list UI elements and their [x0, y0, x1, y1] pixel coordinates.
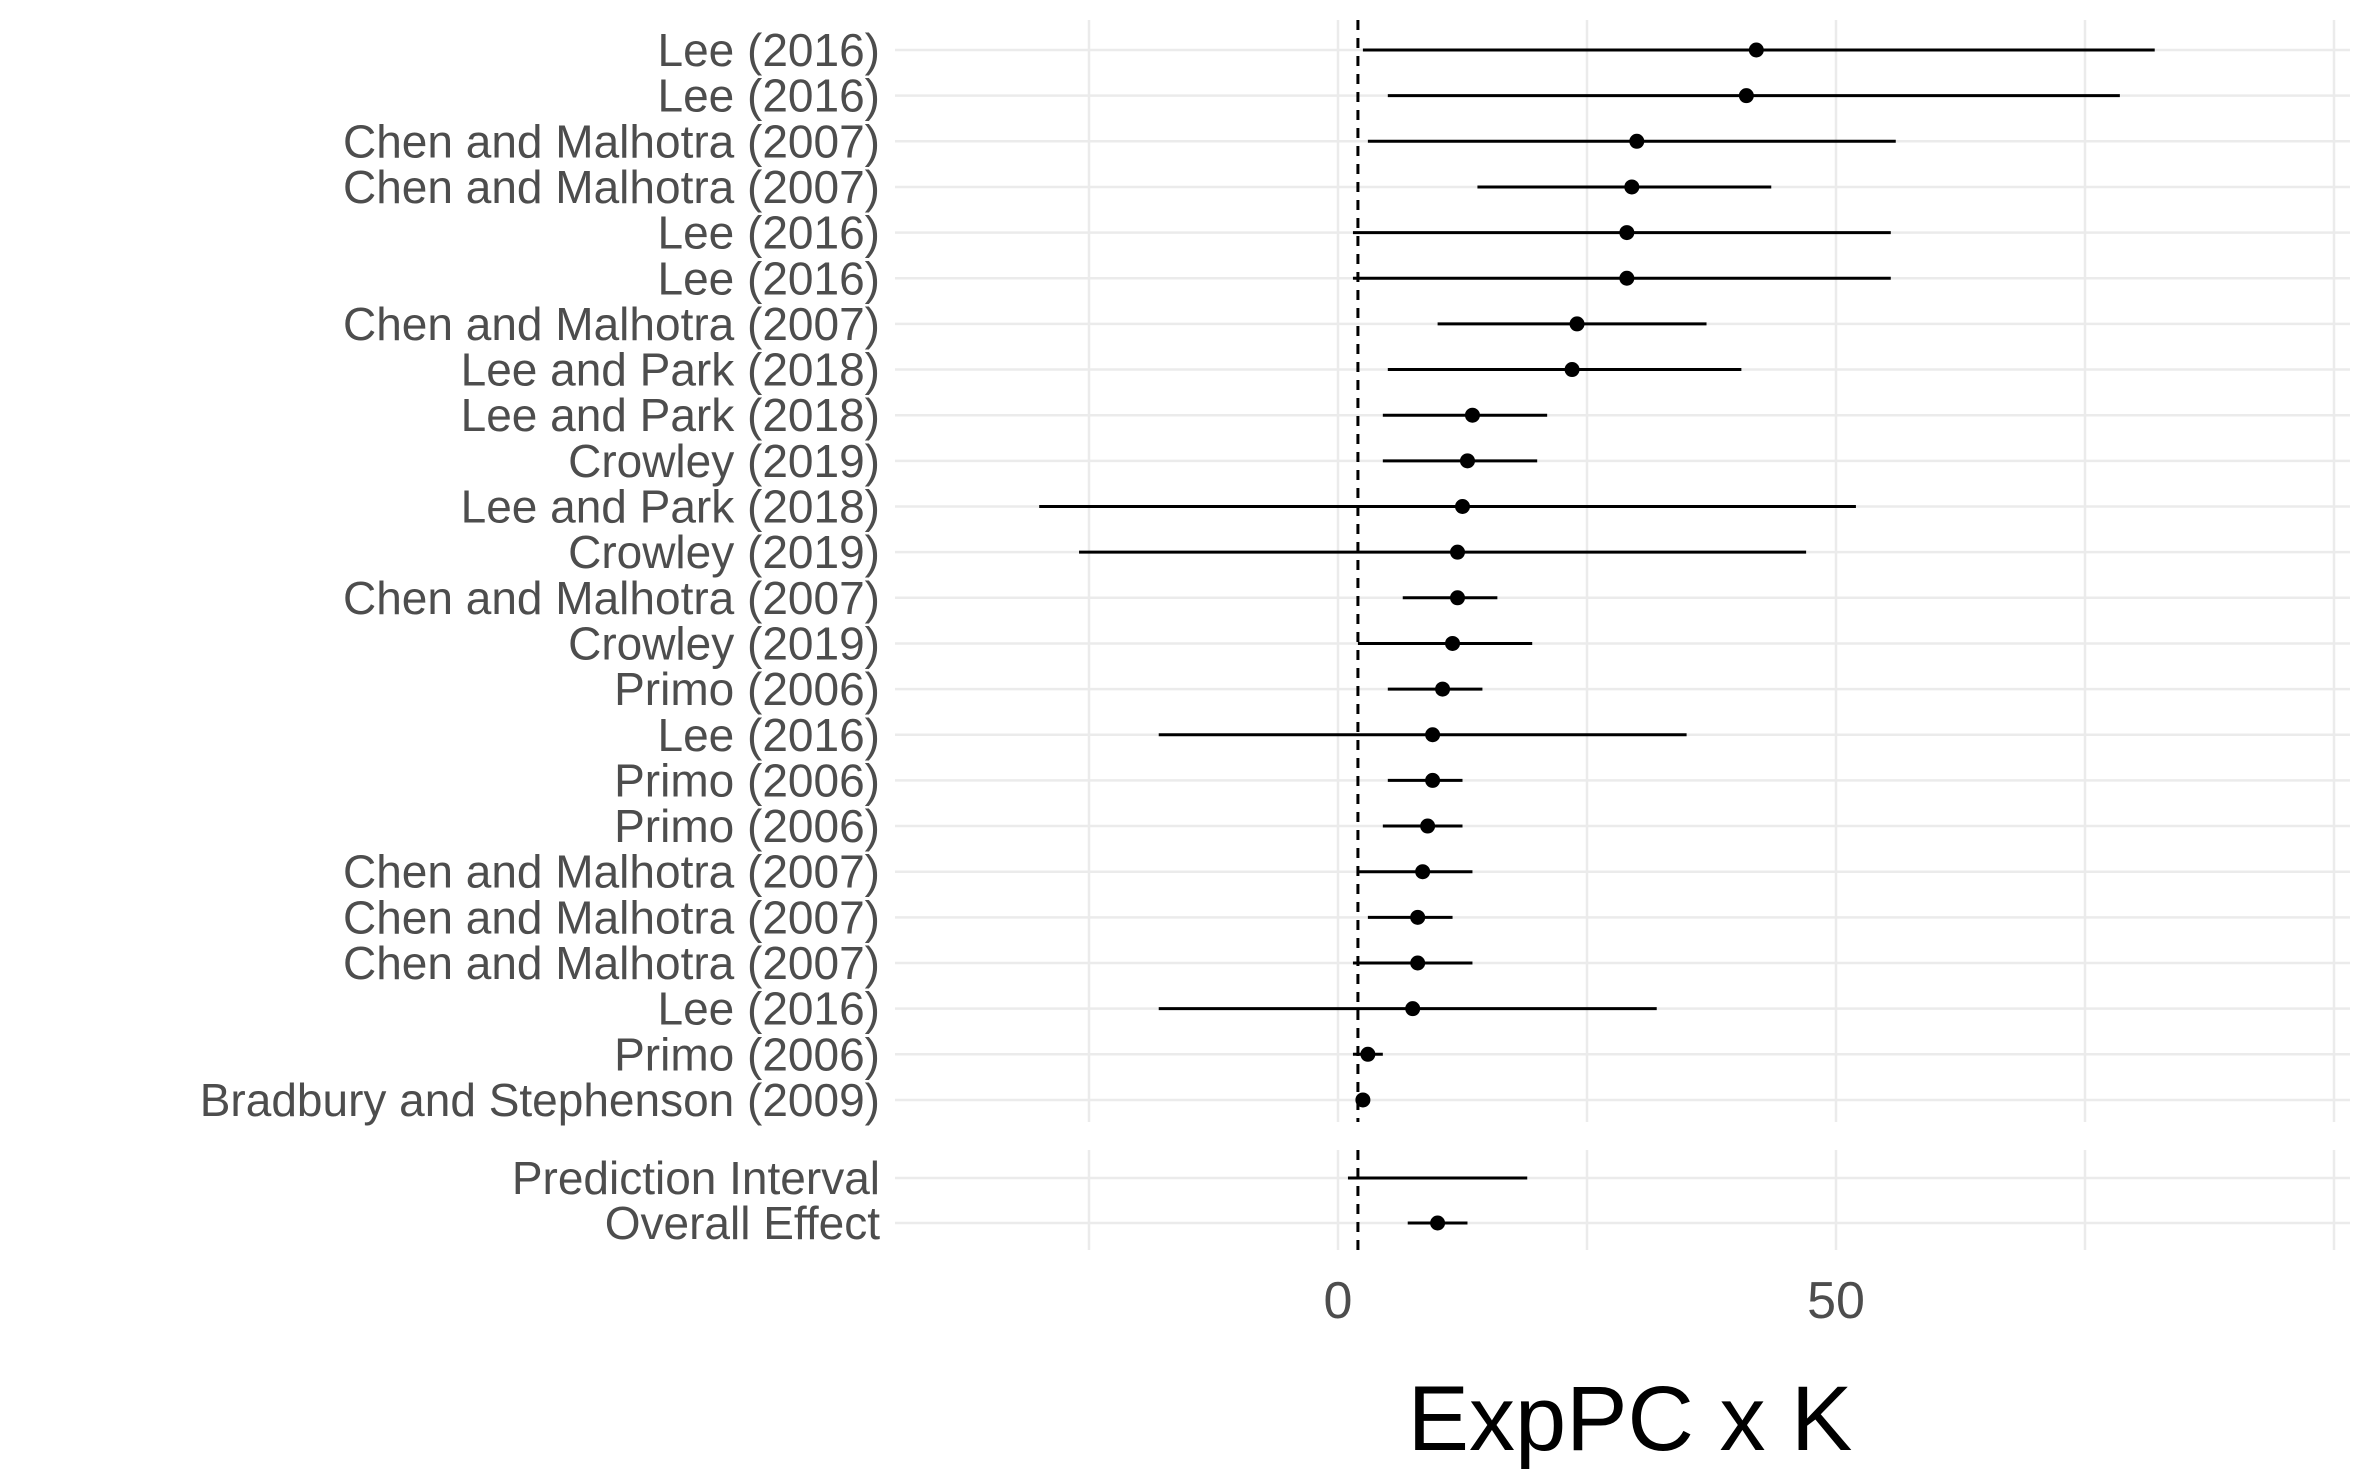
summary-label: Overall Effect: [605, 1197, 880, 1249]
point-estimate: [1425, 727, 1441, 743]
point-estimate: [1738, 88, 1754, 104]
point-estimate: [1360, 1046, 1376, 1062]
point-estimate: [1459, 453, 1475, 469]
point-estimate: [1464, 407, 1480, 423]
point-estimate: [1445, 635, 1461, 651]
study-label: Bradbury and Stephenson (2009): [200, 1074, 880, 1126]
row-labels-layer: Lee (2016)Lee (2016)Chen and Malhotra (2…: [200, 24, 880, 1249]
study-label: Chen and Malhotra (2007): [343, 846, 880, 898]
point-estimate: [1450, 590, 1466, 606]
study-label: Chen and Malhotra (2007): [343, 572, 880, 624]
point-estimate: [1455, 499, 1470, 514]
point-estimate: [1355, 1092, 1371, 1108]
point-estimate: [1619, 225, 1635, 241]
point-estimate: [1624, 179, 1640, 195]
study-label: Lee and Park (2018): [461, 389, 880, 441]
study-label: Primo (2006): [614, 663, 880, 715]
study-label: Crowley (2019): [568, 526, 880, 578]
study-label: Lee (2016): [658, 709, 881, 761]
point-estimate: [1420, 818, 1436, 834]
study-label: Lee (2016): [658, 207, 881, 259]
point-estimate: [1450, 544, 1466, 560]
study-label: Chen and Malhotra (2007): [343, 937, 880, 989]
study-label: Chen and Malhotra (2007): [343, 161, 880, 213]
study-label: Primo (2006): [614, 1028, 880, 1080]
point-estimate: [1435, 681, 1451, 697]
study-label: Lee and Park (2018): [461, 344, 880, 396]
point-estimate: [1619, 270, 1635, 286]
point-estimate: [1748, 42, 1764, 58]
x-tick-label: 50: [1807, 1272, 1865, 1330]
study-label: Chen and Malhotra (2007): [343, 115, 880, 167]
marks-layer: [1039, 42, 2155, 1231]
study-label: Lee (2016): [658, 24, 881, 76]
study-label: Primo (2006): [614, 754, 880, 806]
study-label: Lee (2016): [658, 70, 881, 122]
study-label: Lee and Park (2018): [461, 481, 880, 533]
grid-layer: [895, 20, 2350, 1250]
study-label: Chen and Malhotra (2007): [343, 298, 880, 350]
study-label: Lee (2016): [658, 983, 881, 1035]
point-estimate: [1410, 909, 1426, 925]
point-estimate: [1425, 772, 1441, 788]
summary-label: Prediction Interval: [512, 1152, 880, 1204]
point-estimate: [1410, 955, 1426, 971]
study-label: Crowley (2019): [568, 435, 880, 487]
point-estimate: [1564, 362, 1580, 378]
study-label: Chen and Malhotra (2007): [343, 891, 880, 943]
point-estimate: [1569, 316, 1585, 332]
study-label: Crowley (2019): [568, 617, 880, 669]
point-estimate: [1405, 1001, 1421, 1017]
study-label: Lee (2016): [658, 252, 881, 304]
x-tick-label: 0: [1324, 1272, 1353, 1330]
point-estimate: [1415, 864, 1431, 880]
study-label: Primo (2006): [614, 800, 880, 852]
summary-estimate: [1430, 1215, 1446, 1231]
x-axis-title: ExpPC x K: [1408, 1368, 1853, 1470]
x-ticks-layer: 0 50: [1324, 1272, 1865, 1330]
point-estimate: [1629, 133, 1645, 149]
